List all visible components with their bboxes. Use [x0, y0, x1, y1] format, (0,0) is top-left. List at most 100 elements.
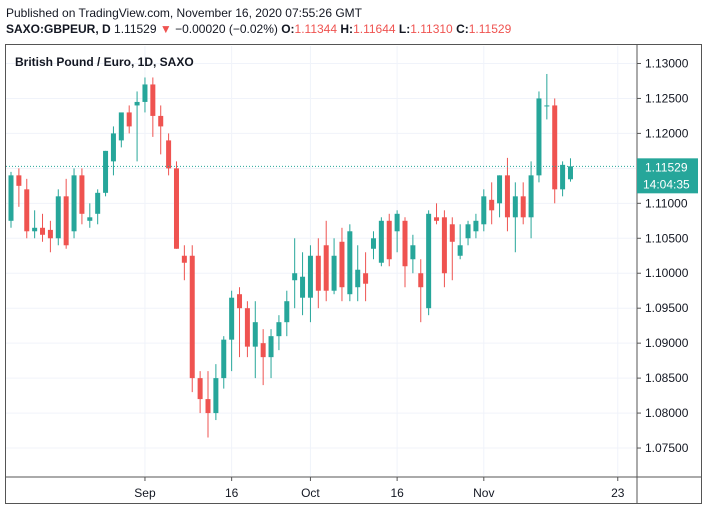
- chart-title: British Pound / Euro, 1D, SAXO: [15, 55, 194, 69]
- candle-body: [307, 255, 313, 298]
- candle-body: [221, 339, 227, 379]
- candle: [512, 182, 518, 253]
- candle-body: [229, 297, 235, 340]
- candle: [418, 259, 424, 323]
- price-tick-label: 1.11000: [645, 196, 688, 210]
- candle-body: [142, 84, 148, 102]
- time-axis[interactable]: Sep 16 Oct 16 Nov 23: [134, 477, 625, 500]
- candle: [47, 220, 53, 253]
- candle: [260, 329, 266, 386]
- candle: [95, 189, 101, 225]
- candle-body: [528, 175, 534, 218]
- grid: [6, 46, 636, 476]
- candle: [150, 77, 156, 137]
- candle: [142, 77, 148, 113]
- price-tick-label: 1.09000: [645, 336, 689, 350]
- candle: [221, 336, 227, 389]
- candle-body: [544, 105, 550, 107]
- candle-body: [158, 115, 164, 127]
- candle: [16, 168, 22, 207]
- candle: [473, 213, 479, 239]
- candle-body: [504, 175, 510, 218]
- candle-body: [560, 164, 566, 190]
- price-tick-label: 1.10500: [645, 231, 689, 245]
- candle-body: [434, 217, 440, 221]
- candle: [110, 126, 116, 176]
- down-arrow-icon: ▼: [159, 22, 172, 36]
- candle: [489, 182, 495, 225]
- candle: [63, 178, 69, 249]
- candle: [315, 238, 321, 309]
- last-price-countdown: 14:04:35: [643, 177, 690, 191]
- last-price-tag: 1.11529 14:04:35: [637, 158, 698, 194]
- chart-frame[interactable]: [5, 44, 702, 504]
- candle: [71, 168, 77, 239]
- candle-body: [402, 220, 408, 267]
- candle-body: [118, 112, 124, 141]
- candle: [189, 245, 195, 393]
- candle: [166, 133, 172, 176]
- candle: [323, 220, 329, 302]
- candle: [386, 213, 392, 267]
- candle-body: [323, 245, 329, 291]
- candle-body: [489, 199, 495, 211]
- candle-body: [300, 276, 306, 298]
- candle: [560, 161, 566, 197]
- close-label: C:: [456, 22, 469, 36]
- candle-body: [71, 175, 77, 232]
- candle: [331, 238, 337, 295]
- candle-body: [465, 224, 471, 239]
- candle-body: [410, 245, 416, 260]
- candle: [268, 329, 274, 379]
- candle-body: [292, 273, 298, 281]
- candle: [197, 371, 203, 414]
- candle-body: [63, 196, 69, 246]
- candle: [284, 290, 290, 337]
- candle: [173, 161, 179, 249]
- candle-body: [355, 269, 361, 288]
- candle-body: [237, 294, 243, 309]
- candle-body: [512, 196, 518, 218]
- candle-body: [331, 255, 337, 291]
- candle: [465, 220, 471, 246]
- candle: [134, 91, 140, 162]
- time-tick-label: 16: [390, 486, 404, 500]
- candle: [8, 171, 14, 228]
- candle: [205, 371, 211, 438]
- candle: [481, 189, 487, 232]
- candle-body: [16, 175, 22, 186]
- symbol-info-line: SAXO:GBPEUR, D 1.11529 ▼ −0.00020 (−0.02…: [6, 22, 511, 36]
- candle: [504, 157, 510, 232]
- candle-body: [449, 224, 455, 242]
- candle-body: [497, 175, 503, 204]
- candle-body: [103, 150, 109, 193]
- low-value: 1.11310: [410, 22, 453, 36]
- candle: [24, 178, 30, 239]
- candle: [536, 91, 542, 183]
- candle-body: [386, 220, 392, 260]
- candle-body: [552, 105, 558, 190]
- candle: [237, 287, 243, 358]
- candle-body: [173, 168, 179, 249]
- candle: [441, 210, 447, 288]
- candle: [497, 175, 503, 218]
- price-change: −0.00020 (−0.02%): [175, 22, 278, 36]
- candle: [158, 105, 164, 155]
- candle: [552, 98, 558, 204]
- candle: [307, 245, 313, 323]
- candle-body: [370, 238, 376, 249]
- candle: [292, 238, 298, 309]
- candle-body: [244, 308, 250, 347]
- time-tick-label: 23: [611, 486, 625, 500]
- time-tick-label: Nov: [473, 486, 494, 500]
- candle-body: [378, 220, 384, 263]
- candle-body: [418, 273, 424, 288]
- price-tick-label: 1.08000: [645, 406, 689, 420]
- price-axis[interactable]: 1.130001.125001.120001.115001.110001.105…: [637, 56, 689, 455]
- candle-body: [315, 255, 321, 291]
- candle-body: [481, 196, 487, 225]
- candle-body: [276, 322, 282, 337]
- candle-body: [197, 378, 203, 400]
- candle-body: [567, 166, 573, 180]
